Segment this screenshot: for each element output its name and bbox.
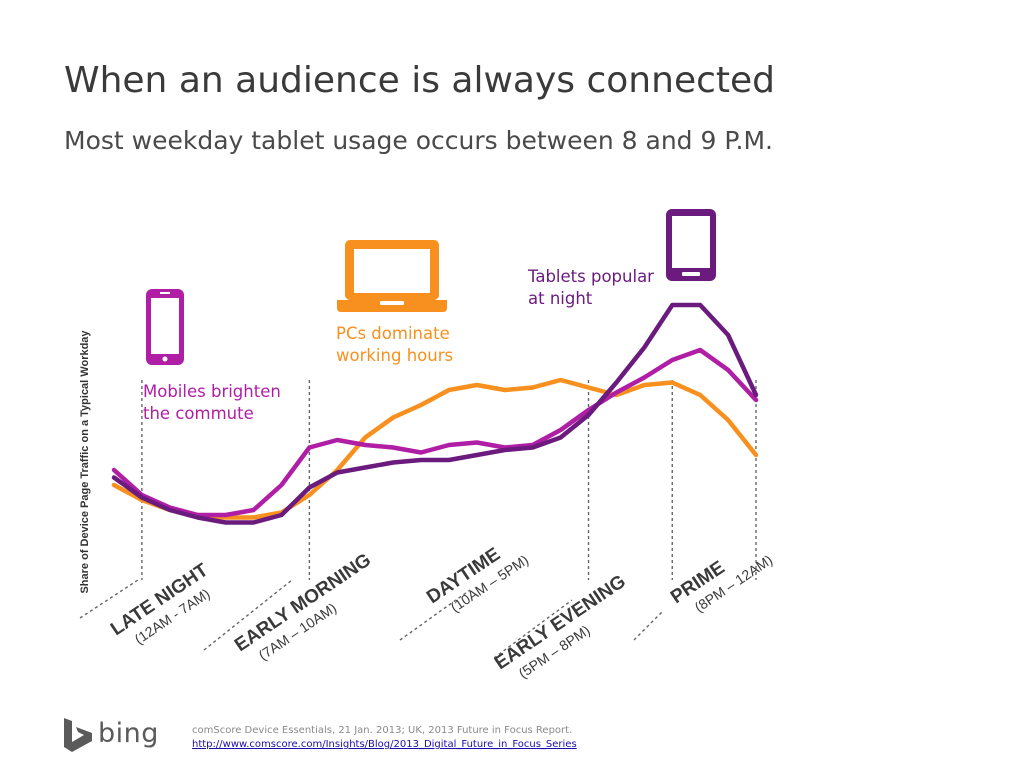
usage-chart: Share of Device Page Traffic on a Typica… — [79, 209, 775, 681]
period-early-morning: EARLY MORNING(7AM – 10AM) — [231, 550, 375, 664]
pc-annotation: PCs dominate working hours — [336, 324, 455, 365]
period-baseline — [203, 579, 293, 651]
tablet-icon — [666, 209, 716, 281]
page-subtitle: Most weekday tablet usage occurs between… — [64, 126, 773, 155]
mobile-icon — [146, 289, 184, 365]
period-daytime: DAYTIME(10AM – 5PM) — [423, 544, 531, 615]
bing-b-icon — [64, 718, 92, 752]
period-early-evening: EARLY EVENING(5PM – 8PM) — [491, 571, 630, 681]
period-baseline — [493, 599, 573, 659]
laptop-icon — [337, 240, 447, 312]
page-title: When an audience is always connected — [64, 60, 775, 101]
source-link[interactable]: http://www.comscore.com/Insights/Blog/20… — [192, 739, 577, 750]
source-text: comScore Device Essentials, 21 Jan. 2013… — [192, 725, 573, 736]
y-axis-label: Share of Device Page Traffic on a Typica… — [79, 330, 91, 594]
series-line-mobiles — [111, 347, 759, 518]
bing-logo: bing — [62, 716, 158, 756]
period-name: EARLY EVENING — [491, 571, 630, 674]
tablet-annotation: Tablets popular at night — [527, 267, 659, 308]
period-late-night: LATE NIGHT(12AM - 7AM) — [107, 560, 213, 648]
logo-text: bing — [98, 718, 159, 749]
period-prime: PRIME(8PM – 12AM) — [667, 552, 775, 616]
mobile-annotation: Mobiles brighten the commute — [143, 382, 286, 423]
period-baseline — [399, 589, 471, 641]
period-baseline — [633, 611, 663, 641]
period-name: EARLY MORNING — [231, 550, 375, 657]
source-citation: comScore Device Essentials, 21 Jan. 2013… — [192, 724, 577, 752]
series-line-tablets — [111, 302, 759, 525]
